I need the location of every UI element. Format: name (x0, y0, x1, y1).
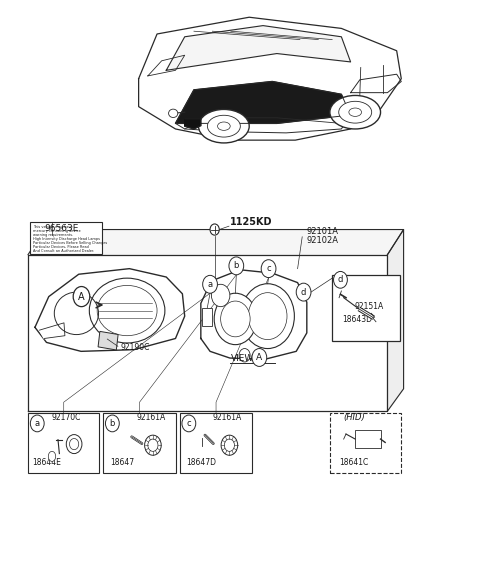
Bar (202, 308, 212, 326)
Text: c: c (266, 264, 271, 273)
Text: d: d (338, 275, 343, 285)
Text: 18641C: 18641C (339, 458, 368, 467)
Polygon shape (185, 119, 201, 129)
Ellipse shape (239, 349, 250, 362)
Bar (355, 430, 381, 448)
Text: (HID): (HID) (344, 413, 365, 422)
Text: warning requirements.: warning requirements. (33, 233, 73, 237)
Text: And Consult an Authorized Dealer.: And Consult an Authorized Dealer. (33, 249, 94, 253)
Ellipse shape (214, 293, 257, 345)
Ellipse shape (217, 122, 230, 130)
Text: b: b (109, 419, 115, 428)
Bar (180, 413, 252, 473)
Polygon shape (35, 269, 185, 352)
Bar (332, 275, 400, 341)
Text: 18643D: 18643D (342, 315, 372, 324)
Text: 92161A: 92161A (136, 413, 166, 422)
Ellipse shape (168, 109, 178, 118)
Text: 1125KD: 1125KD (230, 217, 272, 227)
Ellipse shape (330, 95, 381, 129)
Bar (28, 413, 99, 473)
Ellipse shape (70, 438, 79, 450)
Polygon shape (387, 229, 404, 411)
Circle shape (106, 415, 119, 432)
Text: a: a (207, 280, 213, 289)
Ellipse shape (221, 301, 250, 337)
Circle shape (30, 415, 44, 432)
Text: 92190C: 92190C (120, 343, 150, 352)
Text: This vehicle may have: This vehicle may have (33, 225, 73, 229)
Text: 92170C: 92170C (52, 413, 82, 422)
Text: 18647: 18647 (110, 458, 134, 467)
Text: Particular Devices, Please Read: Particular Devices, Please Read (33, 244, 89, 249)
Circle shape (203, 275, 217, 293)
Text: 96563E: 96563E (44, 223, 79, 233)
Text: a: a (35, 419, 40, 428)
Circle shape (229, 257, 244, 275)
Circle shape (334, 271, 348, 288)
Ellipse shape (66, 435, 82, 453)
Polygon shape (28, 229, 404, 255)
Text: VIEW: VIEW (231, 354, 254, 363)
Bar (103, 413, 176, 473)
Bar (30, 222, 102, 254)
Ellipse shape (144, 435, 161, 455)
Circle shape (182, 415, 196, 432)
Bar (98, 331, 118, 350)
Ellipse shape (148, 439, 158, 452)
Circle shape (73, 286, 90, 307)
Ellipse shape (207, 115, 240, 137)
Text: d: d (301, 288, 306, 297)
Ellipse shape (241, 284, 294, 349)
Circle shape (252, 349, 267, 367)
Polygon shape (166, 26, 350, 70)
Text: 92151A: 92151A (354, 302, 384, 311)
Bar (330, 413, 401, 473)
Ellipse shape (224, 439, 234, 452)
Text: b: b (234, 261, 239, 271)
Text: Particular Devices Before Selling Changes: Particular Devices Before Selling Change… (33, 241, 108, 244)
Circle shape (210, 224, 219, 235)
Ellipse shape (248, 293, 287, 340)
Text: 18647D: 18647D (187, 458, 216, 467)
Text: 92102A: 92102A (307, 236, 339, 245)
Text: A: A (78, 292, 85, 301)
Circle shape (261, 260, 276, 278)
Circle shape (296, 283, 311, 301)
Polygon shape (176, 81, 350, 123)
Text: 92101A: 92101A (307, 227, 339, 236)
Text: 92161A: 92161A (213, 413, 242, 422)
Ellipse shape (349, 108, 361, 116)
Ellipse shape (48, 452, 56, 462)
Text: c: c (187, 419, 191, 428)
Ellipse shape (221, 435, 238, 455)
Ellipse shape (339, 101, 372, 123)
Ellipse shape (211, 284, 230, 307)
Text: 18644E: 18644E (33, 458, 61, 467)
Text: High Intensity Discharge Head Lamps: High Intensity Discharge Head Lamps (33, 237, 100, 241)
Polygon shape (39, 323, 65, 339)
Polygon shape (201, 270, 307, 359)
Text: A: A (256, 353, 263, 362)
Text: mercury containing device: mercury containing device (33, 229, 81, 233)
Ellipse shape (199, 109, 249, 143)
Polygon shape (139, 17, 401, 140)
